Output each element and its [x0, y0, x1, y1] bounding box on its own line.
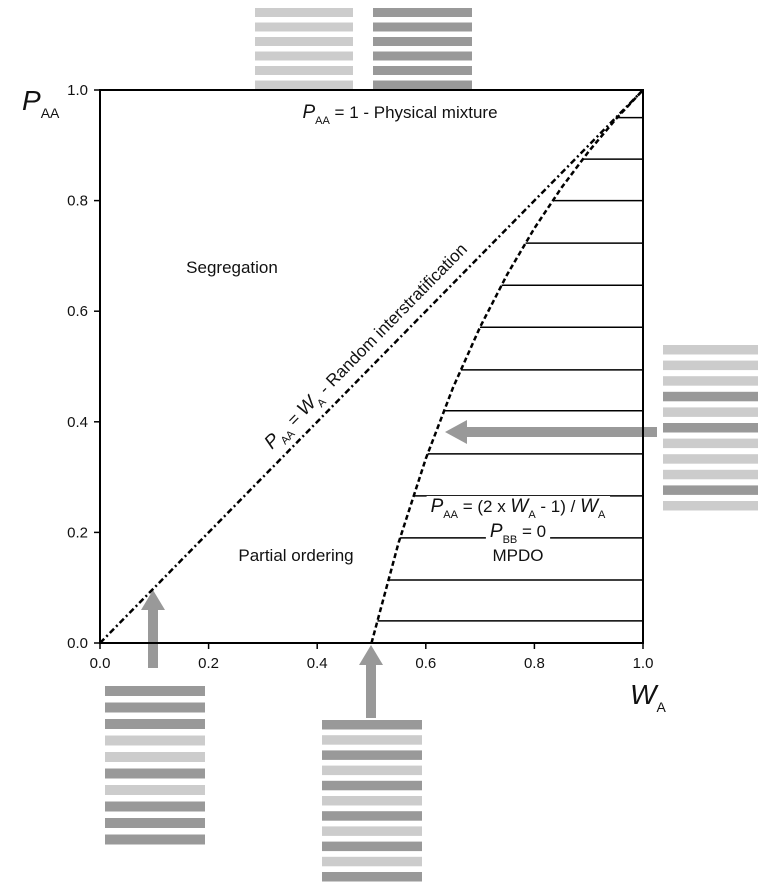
- stripe: [105, 785, 205, 795]
- text-part: = (2 x: [458, 497, 510, 516]
- label-bg: [488, 546, 548, 565]
- y-tick-label: 0.4: [67, 414, 88, 431]
- x-tick-label: 0.8: [524, 655, 545, 672]
- y-tick-label: 1.0: [67, 82, 88, 99]
- x-tick-label: 0.6: [415, 655, 436, 672]
- stripe: [255, 37, 353, 46]
- stripe: [322, 765, 422, 776]
- text-part: P: [22, 85, 41, 116]
- stripe: [322, 826, 422, 836]
- stripe: [373, 66, 472, 75]
- series-line: [370, 89, 644, 644]
- text-part: Segregation: [186, 258, 278, 277]
- stripe: [373, 8, 472, 17]
- text-part: - Random interstratification: [312, 240, 471, 402]
- annotation: PAA = (2 x WA - 1) / WA: [431, 496, 606, 521]
- stripe: [663, 454, 758, 464]
- y-tick-label: 0.8: [67, 193, 88, 210]
- text-part: = 0: [517, 522, 546, 541]
- text-part: = 1 - Physical mixture: [330, 103, 498, 122]
- annotation: PAA = WA - Random interstratification: [260, 239, 474, 456]
- stripe: [663, 407, 758, 417]
- arrow: [141, 590, 165, 668]
- stripe: [105, 834, 205, 845]
- stripe: [105, 702, 205, 713]
- y-tick-label: 0.6: [67, 303, 88, 320]
- stripe: [322, 856, 422, 867]
- arrow: [445, 420, 657, 444]
- stripe: [373, 22, 472, 32]
- stripe: [373, 80, 472, 90]
- x-tick-label: 0.2: [198, 655, 219, 672]
- stripe: [663, 376, 758, 386]
- stripe: [255, 66, 353, 75]
- x-tick-label: 0.4: [307, 655, 328, 672]
- stripe: [255, 8, 353, 17]
- text-part: - 1) /: [536, 497, 580, 516]
- stripe: [663, 469, 758, 480]
- stripe: [322, 811, 422, 821]
- text-part: A: [528, 509, 536, 521]
- annotation: Segregation: [186, 258, 278, 277]
- stripe: [322, 872, 422, 882]
- stripe: [105, 735, 205, 746]
- stripe: [105, 818, 205, 828]
- label-bg: [426, 496, 611, 521]
- stripe: [663, 391, 758, 402]
- annotation: MPDO: [493, 546, 544, 565]
- y-tick-label: 0.0: [67, 635, 88, 652]
- stripe: [105, 752, 205, 762]
- text-part: P: [490, 521, 503, 542]
- stripe: [255, 22, 353, 32]
- text-part: W: [580, 496, 600, 517]
- text-part: W: [510, 496, 530, 517]
- text-part: A: [656, 699, 666, 715]
- stripe: [255, 51, 353, 61]
- stripe: [105, 719, 205, 729]
- stripe: [663, 423, 758, 433]
- stripe: [322, 720, 422, 730]
- stripe: [322, 841, 422, 852]
- text-part: P: [431, 496, 444, 517]
- text-part: A: [598, 509, 606, 521]
- text-part: W: [630, 679, 659, 710]
- text-part: AA: [315, 115, 330, 127]
- x-tick-label: 0.0: [90, 655, 111, 672]
- stripe: [373, 51, 472, 61]
- series-line: [99, 89, 644, 644]
- stripe: [663, 360, 758, 371]
- text-part: Partial ordering: [238, 546, 353, 565]
- y-axis-label: PAA: [22, 85, 60, 121]
- text-part: MPDO: [493, 546, 544, 565]
- stripe: [105, 686, 205, 696]
- text-part: P: [302, 102, 315, 123]
- stripe: [322, 750, 422, 760]
- text-part: AA: [41, 105, 60, 121]
- annotation: Partial ordering: [238, 546, 353, 565]
- stripe: [373, 37, 472, 46]
- text-part: BB: [503, 534, 518, 546]
- stripe: [322, 735, 422, 745]
- stripe: [255, 80, 353, 90]
- stripe: [322, 780, 422, 791]
- stripe: [105, 801, 205, 812]
- stripe: [322, 796, 422, 806]
- annotation: PAA = 1 - Physical mixture: [302, 102, 497, 127]
- annotation: PBB = 0: [490, 521, 546, 546]
- x-tick-label: 1.0: [633, 655, 654, 672]
- stripe: [663, 438, 758, 449]
- label-bg: [485, 521, 551, 546]
- text-part: AA: [443, 509, 458, 521]
- stripe: [663, 485, 758, 495]
- stripe: [663, 501, 758, 511]
- stripe: [663, 345, 758, 355]
- stripe: [105, 768, 205, 779]
- x-axis-label: WA: [630, 679, 666, 715]
- arrow: [359, 645, 383, 718]
- y-tick-label: 0.2: [67, 524, 88, 541]
